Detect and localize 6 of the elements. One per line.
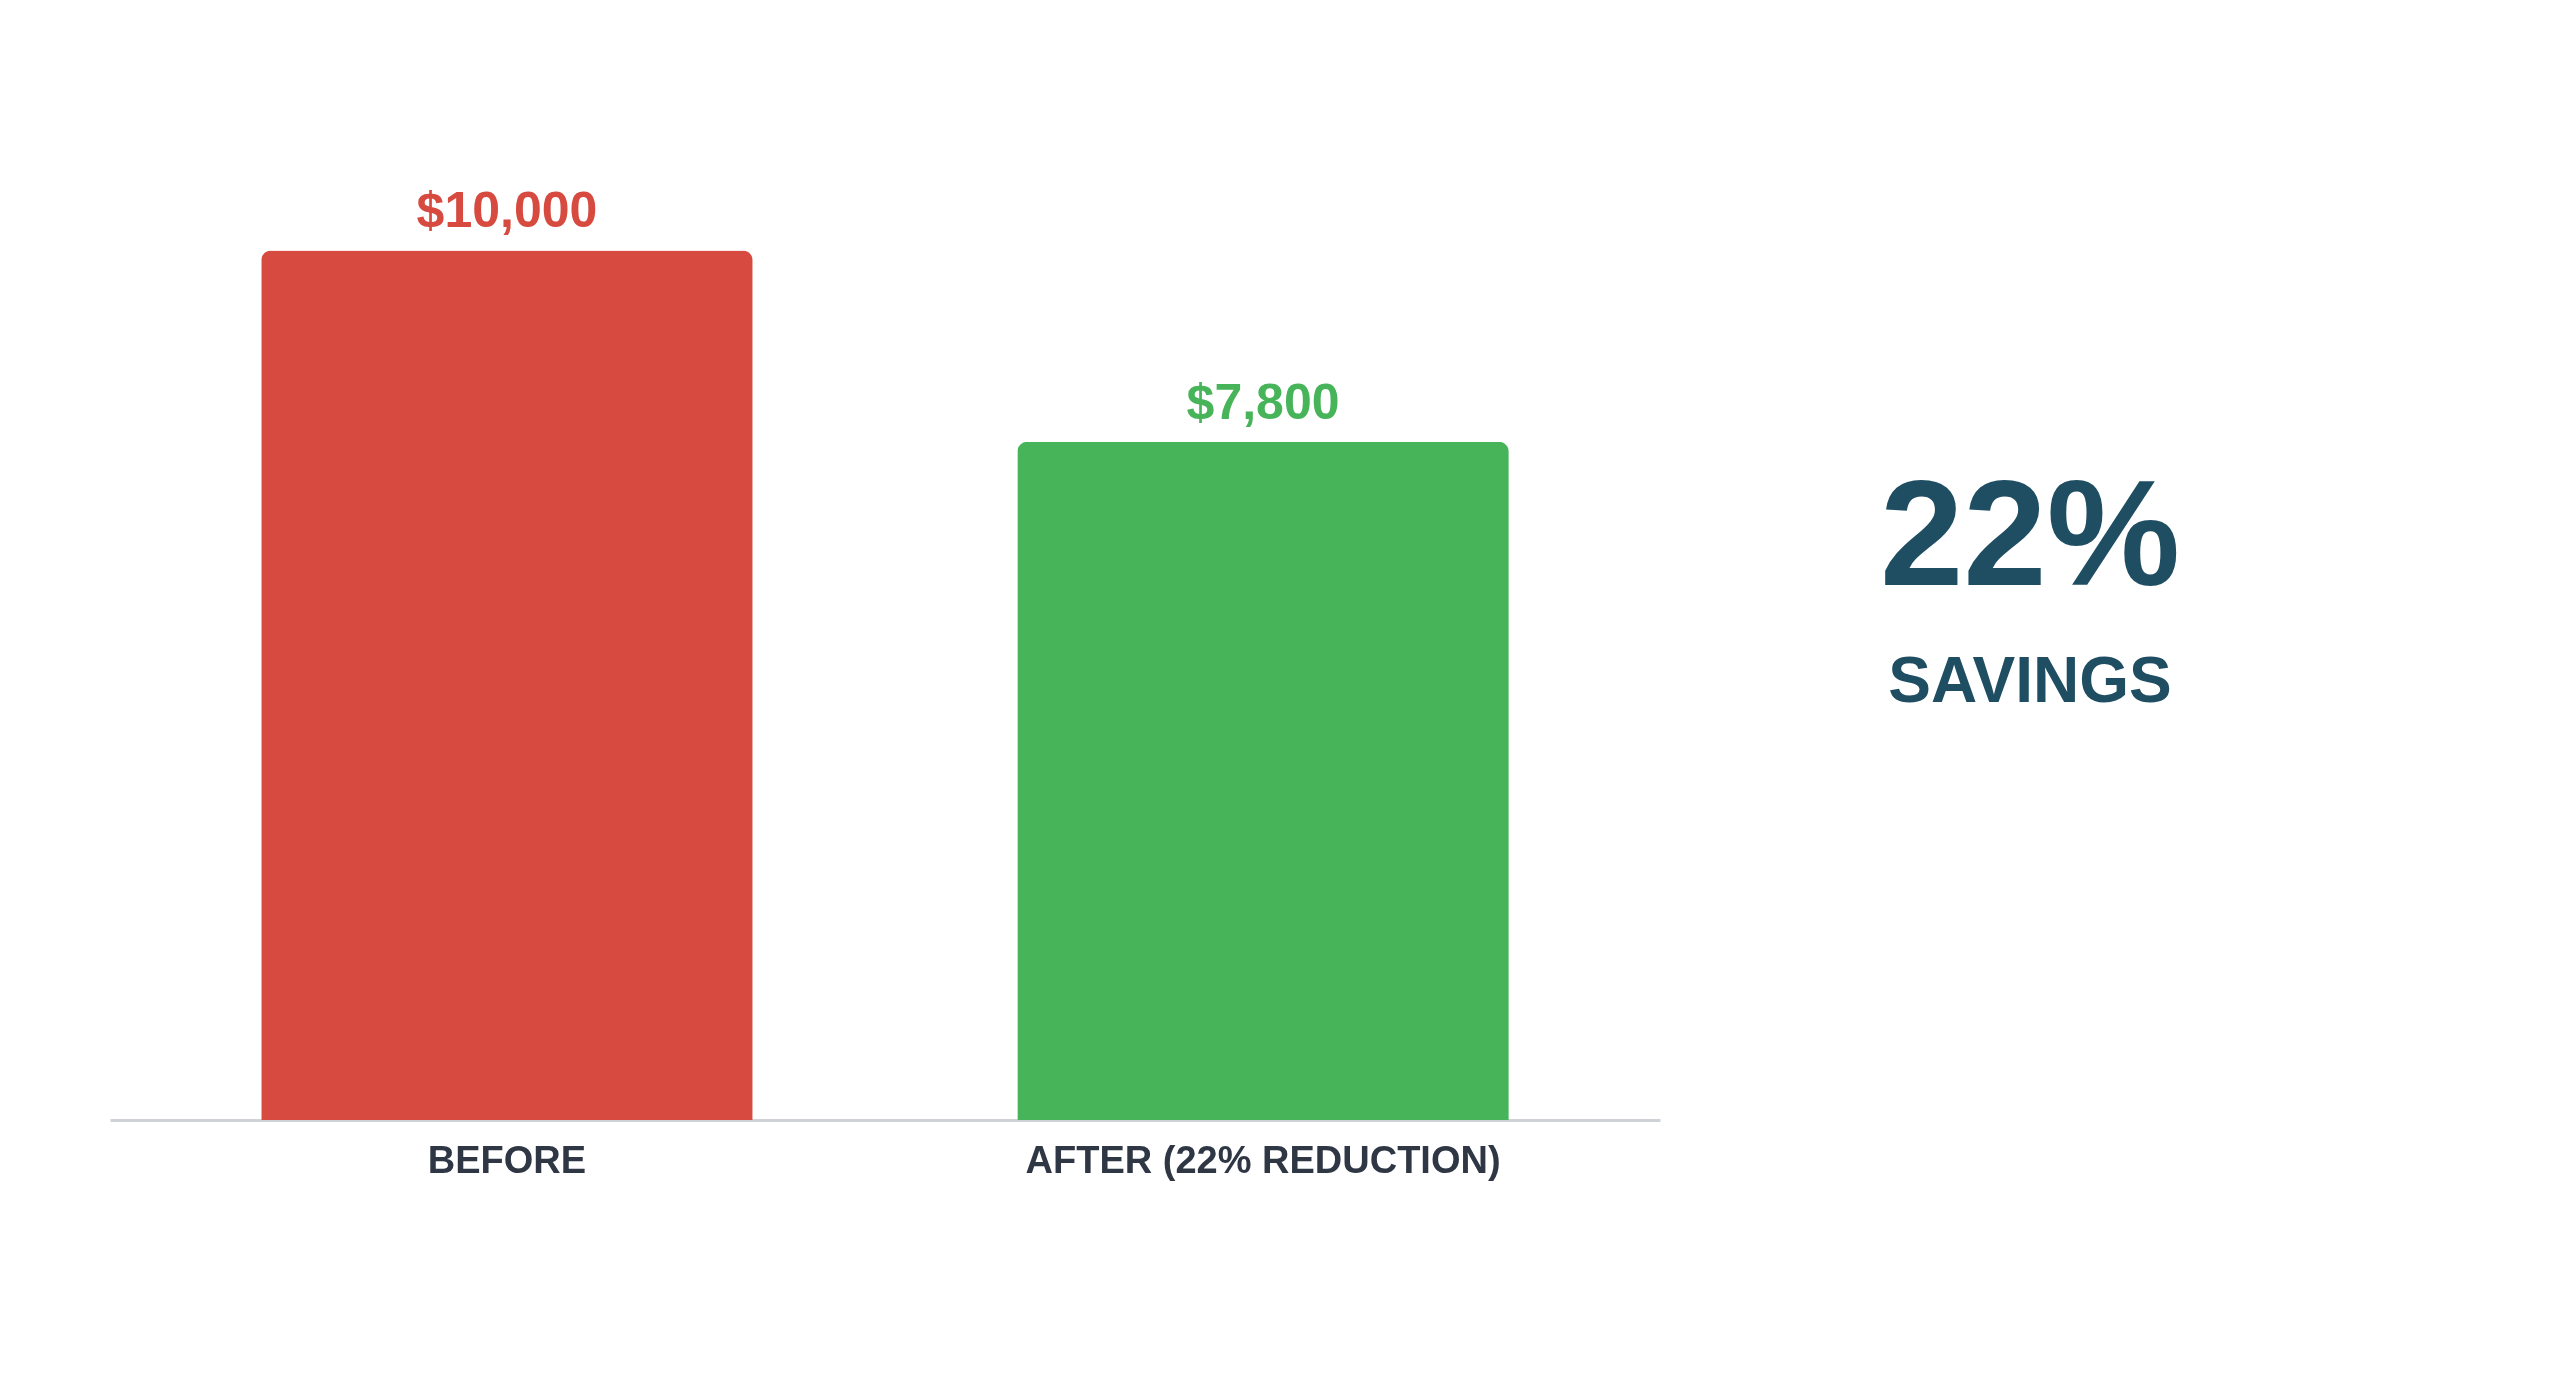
x-tick-label: BEFORE <box>427 1138 587 1181</box>
text: 22% <box>1879 449 2181 617</box>
text: SAVINGS <box>1888 643 2172 716</box>
data-label: $10,000 <box>416 182 598 239</box>
x-tick-label: AFTER (22% REDUCTION) <box>1025 1138 1501 1181</box>
data-label: $7,800 <box>1186 373 1340 430</box>
